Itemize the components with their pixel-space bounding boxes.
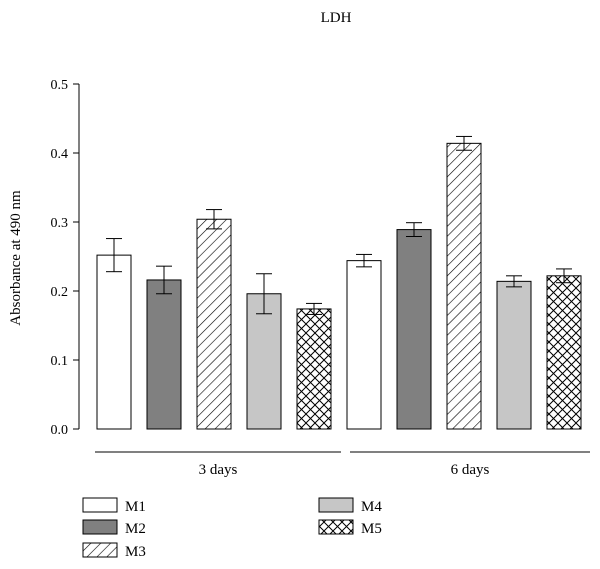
legend-swatch-m1: [82, 497, 118, 513]
category-axis: 3 days 6 days: [95, 451, 590, 478]
y-tick-label: 0.2: [51, 285, 69, 300]
legend-swatch-m3: [82, 542, 118, 558]
bar-m1-6-days: [346, 260, 382, 430]
bar-m5-6-days: [546, 275, 582, 430]
legend-swatch-m5: [318, 519, 354, 535]
bar-m4-3-days: [246, 293, 282, 430]
y-tick-label: 0.4: [51, 147, 69, 162]
bar-m1-3-days: [96, 254, 132, 430]
legend-label-m3: M3: [125, 544, 146, 560]
y-tick-label: 0.1: [51, 354, 69, 369]
y-tick-label: 0.3: [51, 216, 69, 231]
y-axis-label: Absorbance at 490 nm: [8, 190, 24, 326]
category-label: 3 days: [199, 462, 238, 478]
legend-label-m5: M5: [361, 521, 382, 537]
bar-m3-6-days: [446, 142, 482, 430]
legend: M1 M2 M3 M4 M5: [82, 497, 382, 560]
bar-m4-6-days: [496, 280, 532, 430]
y-tick-label: 0.5: [51, 78, 69, 93]
chart-title: LDH: [321, 10, 352, 26]
legend-label-m2: M2: [125, 521, 146, 537]
y-axis-ticks: 0.0 0.1 0.2 0.3 0.4 0.5: [51, 78, 79, 438]
bars-group: [96, 135, 582, 430]
bar-m3-3-days: [196, 218, 232, 430]
bar-m2-3-days: [146, 279, 182, 430]
y-tick-label: 0.0: [51, 423, 69, 438]
category-label: 6 days: [451, 462, 490, 478]
legend-label-m1: M1: [125, 499, 146, 515]
bar-m2-6-days: [396, 229, 432, 430]
legend-swatch-m4: [318, 497, 354, 513]
legend-label-m4: M4: [361, 499, 382, 515]
bar-m5-3-days: [296, 308, 332, 430]
legend-swatch-m2: [82, 519, 118, 535]
